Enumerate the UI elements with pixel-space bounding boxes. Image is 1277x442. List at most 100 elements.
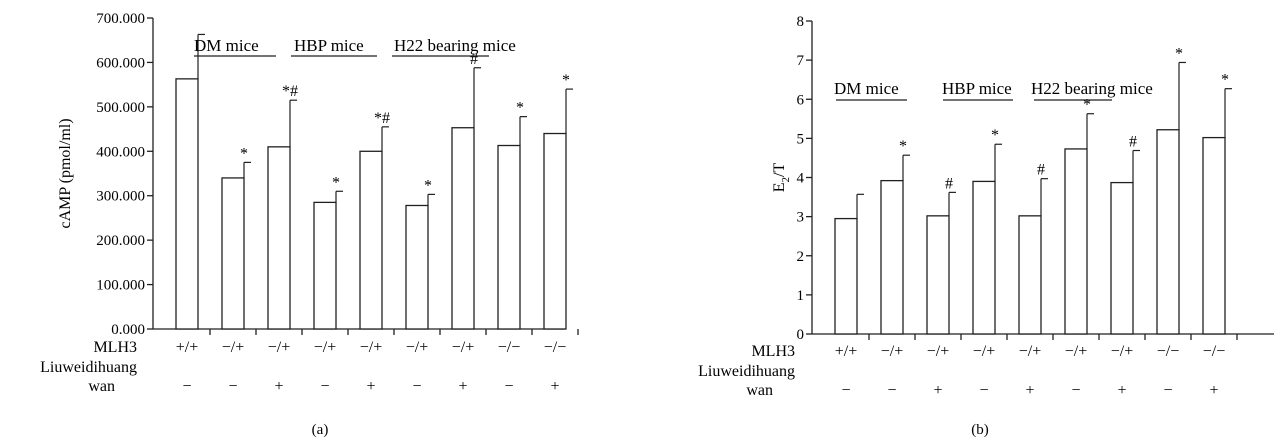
- panel-b-bar: [834, 217, 858, 335]
- panel-a-mlh3-genotype: −/−: [544, 339, 567, 356]
- panel-a-significance-marker: *: [332, 174, 340, 191]
- panel-a-y-tick-label: 500.000: [96, 100, 145, 116]
- panel-b-treatment-sign: −: [841, 382, 850, 399]
- panel-b-treatment-sign: −: [887, 382, 896, 399]
- panel-a-bar: [221, 177, 245, 330]
- panel-a-caption-label: (a): [312, 422, 329, 438]
- panel-b-significance-marker: *: [1221, 72, 1229, 89]
- panel-a-treatment-sign: −: [182, 378, 191, 395]
- panel-b-bar: [1202, 136, 1226, 335]
- panel-a-bar: [405, 204, 429, 330]
- panel-b-treatment-sign: −: [1071, 382, 1080, 399]
- panel-b-y-tick-label: 5: [797, 131, 805, 147]
- panel-b-y-axis-label-tail: /T: [771, 163, 788, 177]
- panel-a-treatment-sign: −: [412, 378, 421, 395]
- panel-a-mlh3-genotype: −/−: [498, 339, 521, 356]
- panel-b-row-label-liuweidihuang: Liuweidihuang: [698, 363, 795, 380]
- panel-b-mlh3-genotype: −/+: [1019, 343, 1042, 360]
- panel-a-treatment-sign: −: [228, 378, 237, 395]
- panel-b-group-label: DM mice: [834, 79, 899, 98]
- panel-b-mlh3-genotype: +/+: [835, 343, 858, 360]
- panel-b-significance-marker: *: [991, 127, 999, 144]
- panel-b-mlh3-genotype: −/+: [927, 343, 950, 360]
- panel-b-bar: [880, 179, 904, 335]
- panel-b-bar: [1110, 181, 1134, 335]
- panel-a-y-tick-label: 100.000: [96, 278, 145, 294]
- panel-a-group-label: DM mice: [194, 36, 259, 55]
- panel-b-bar: [1064, 148, 1088, 335]
- panel-b-y-tick-label: 0: [797, 327, 805, 343]
- panel-b-y-tick-label: 4: [797, 171, 805, 187]
- panel-b-y-tick-label: 8: [797, 14, 805, 30]
- panel-b-significance-marker: #: [1129, 134, 1137, 151]
- panel-a-mlh3-genotype: −/+: [406, 339, 429, 356]
- panel-a-y-axis-label: cAMP (pmol/ml): [57, 118, 74, 228]
- panel-a-significance-marker: *: [516, 100, 524, 117]
- panel-b-y-tick-label: 3: [797, 210, 805, 226]
- panel-a-group-label: H22 bearing mice: [394, 36, 516, 55]
- panel-a-group-label: HBP mice: [294, 36, 364, 55]
- panel-a-bar: [497, 144, 521, 330]
- panel-a-row-label-wan: wan: [88, 378, 115, 395]
- panel-b-group-label: H22 bearing mice: [1031, 79, 1153, 98]
- panel-b-mlh3-genotype: −/−: [1157, 343, 1180, 360]
- panel-a-significance-marker: *#: [282, 83, 298, 100]
- panel-a-mlh3-genotype: −/+: [268, 339, 291, 356]
- panel-b-row-label-mlh3: MLH3: [751, 343, 795, 360]
- panel-b-treatment-sign: +: [933, 382, 942, 399]
- panel-b-treatment-sign: −: [979, 382, 988, 399]
- panel-b-treatment-sign: +: [1025, 382, 1034, 399]
- panel-b-significance-marker: *: [1175, 45, 1183, 62]
- panel-a-bar: [359, 150, 383, 330]
- panel-a-mlh3-genotype: −/+: [314, 339, 337, 356]
- panel-b-y-axis-label-sub: 2: [780, 177, 792, 183]
- panel-a-bar: [175, 78, 199, 330]
- panel-a-y-tick-label: 600.000: [96, 55, 145, 71]
- panel-a-treatment-sign: +: [366, 378, 375, 395]
- panel-b-significance-marker: #: [945, 175, 953, 192]
- panel-b-bar: [926, 215, 950, 335]
- panel-a-bar: [543, 132, 567, 330]
- panel-a-mlh3-genotype: +/+: [176, 339, 199, 356]
- panel-a-mlh3-genotype: −/+: [360, 339, 383, 356]
- panel-a-bar: [267, 146, 291, 330]
- panel-b-significance-marker: *: [1083, 97, 1091, 114]
- panel-b-significance-marker: #: [1037, 162, 1045, 179]
- panel-a-significance-marker: #: [470, 51, 478, 68]
- panel-b-treatment-sign: −: [1163, 382, 1172, 399]
- panel-a-y-tick-label: 200.000: [96, 233, 145, 249]
- panel-a-chart: 0.000 100.000 200.000 300.000 400.000 500.000…: [40, 11, 579, 438]
- panel-a-mlh3-genotype: −/+: [452, 339, 475, 356]
- panel-b-y-tick-label: 1: [797, 288, 805, 304]
- panel-b-y-axis-label-main: E: [771, 182, 788, 192]
- panel-a-treatment-sign: +: [274, 378, 283, 395]
- panel-b-bar: [972, 180, 996, 335]
- panel-a-y-tick-label: 0.000: [111, 322, 145, 338]
- panel-b-mlh3-genotype: −/−: [1203, 343, 1226, 360]
- panel-a-mlh3-genotype: −/+: [222, 339, 245, 356]
- panel-a-bar: [451, 127, 475, 330]
- panel-b-treatment-sign: +: [1117, 382, 1126, 399]
- panel-b-row-label-wan: wan: [746, 382, 773, 399]
- panel-b-mlh3-genotype: −/+: [973, 343, 996, 360]
- panel-a-significance-marker: *: [424, 177, 432, 194]
- panel-a-significance-marker: *#: [374, 110, 390, 127]
- panel-a-significance-marker: *: [240, 145, 248, 162]
- panel-a-y-tick-label: 400.000: [96, 144, 145, 160]
- panel-a-treatment-sign: +: [458, 378, 467, 395]
- panel-a-row-label-liuweidihuang: Liuweidihuang: [40, 359, 137, 376]
- panel-b-bar: [1156, 129, 1180, 335]
- panel-a-y-tick-label: 300.000: [96, 189, 145, 205]
- panel-a-treatment-sign: +: [550, 378, 559, 395]
- panel-b-y-axis-label: E2/T: [771, 163, 792, 193]
- panel-b-mlh3-genotype: −/+: [881, 343, 904, 360]
- panel-a-significance-marker: *: [562, 72, 570, 89]
- panel-a-treatment-sign: −: [320, 378, 329, 395]
- panel-b-treatment-sign: +: [1209, 382, 1218, 399]
- panel-b-y-tick-label: 6: [797, 92, 805, 108]
- panel-b-group-label: HBP mice: [942, 79, 1012, 98]
- panel-b-y-tick-label: 7: [797, 53, 805, 69]
- panel-a-row-label-mlh3: MLH3: [93, 339, 137, 356]
